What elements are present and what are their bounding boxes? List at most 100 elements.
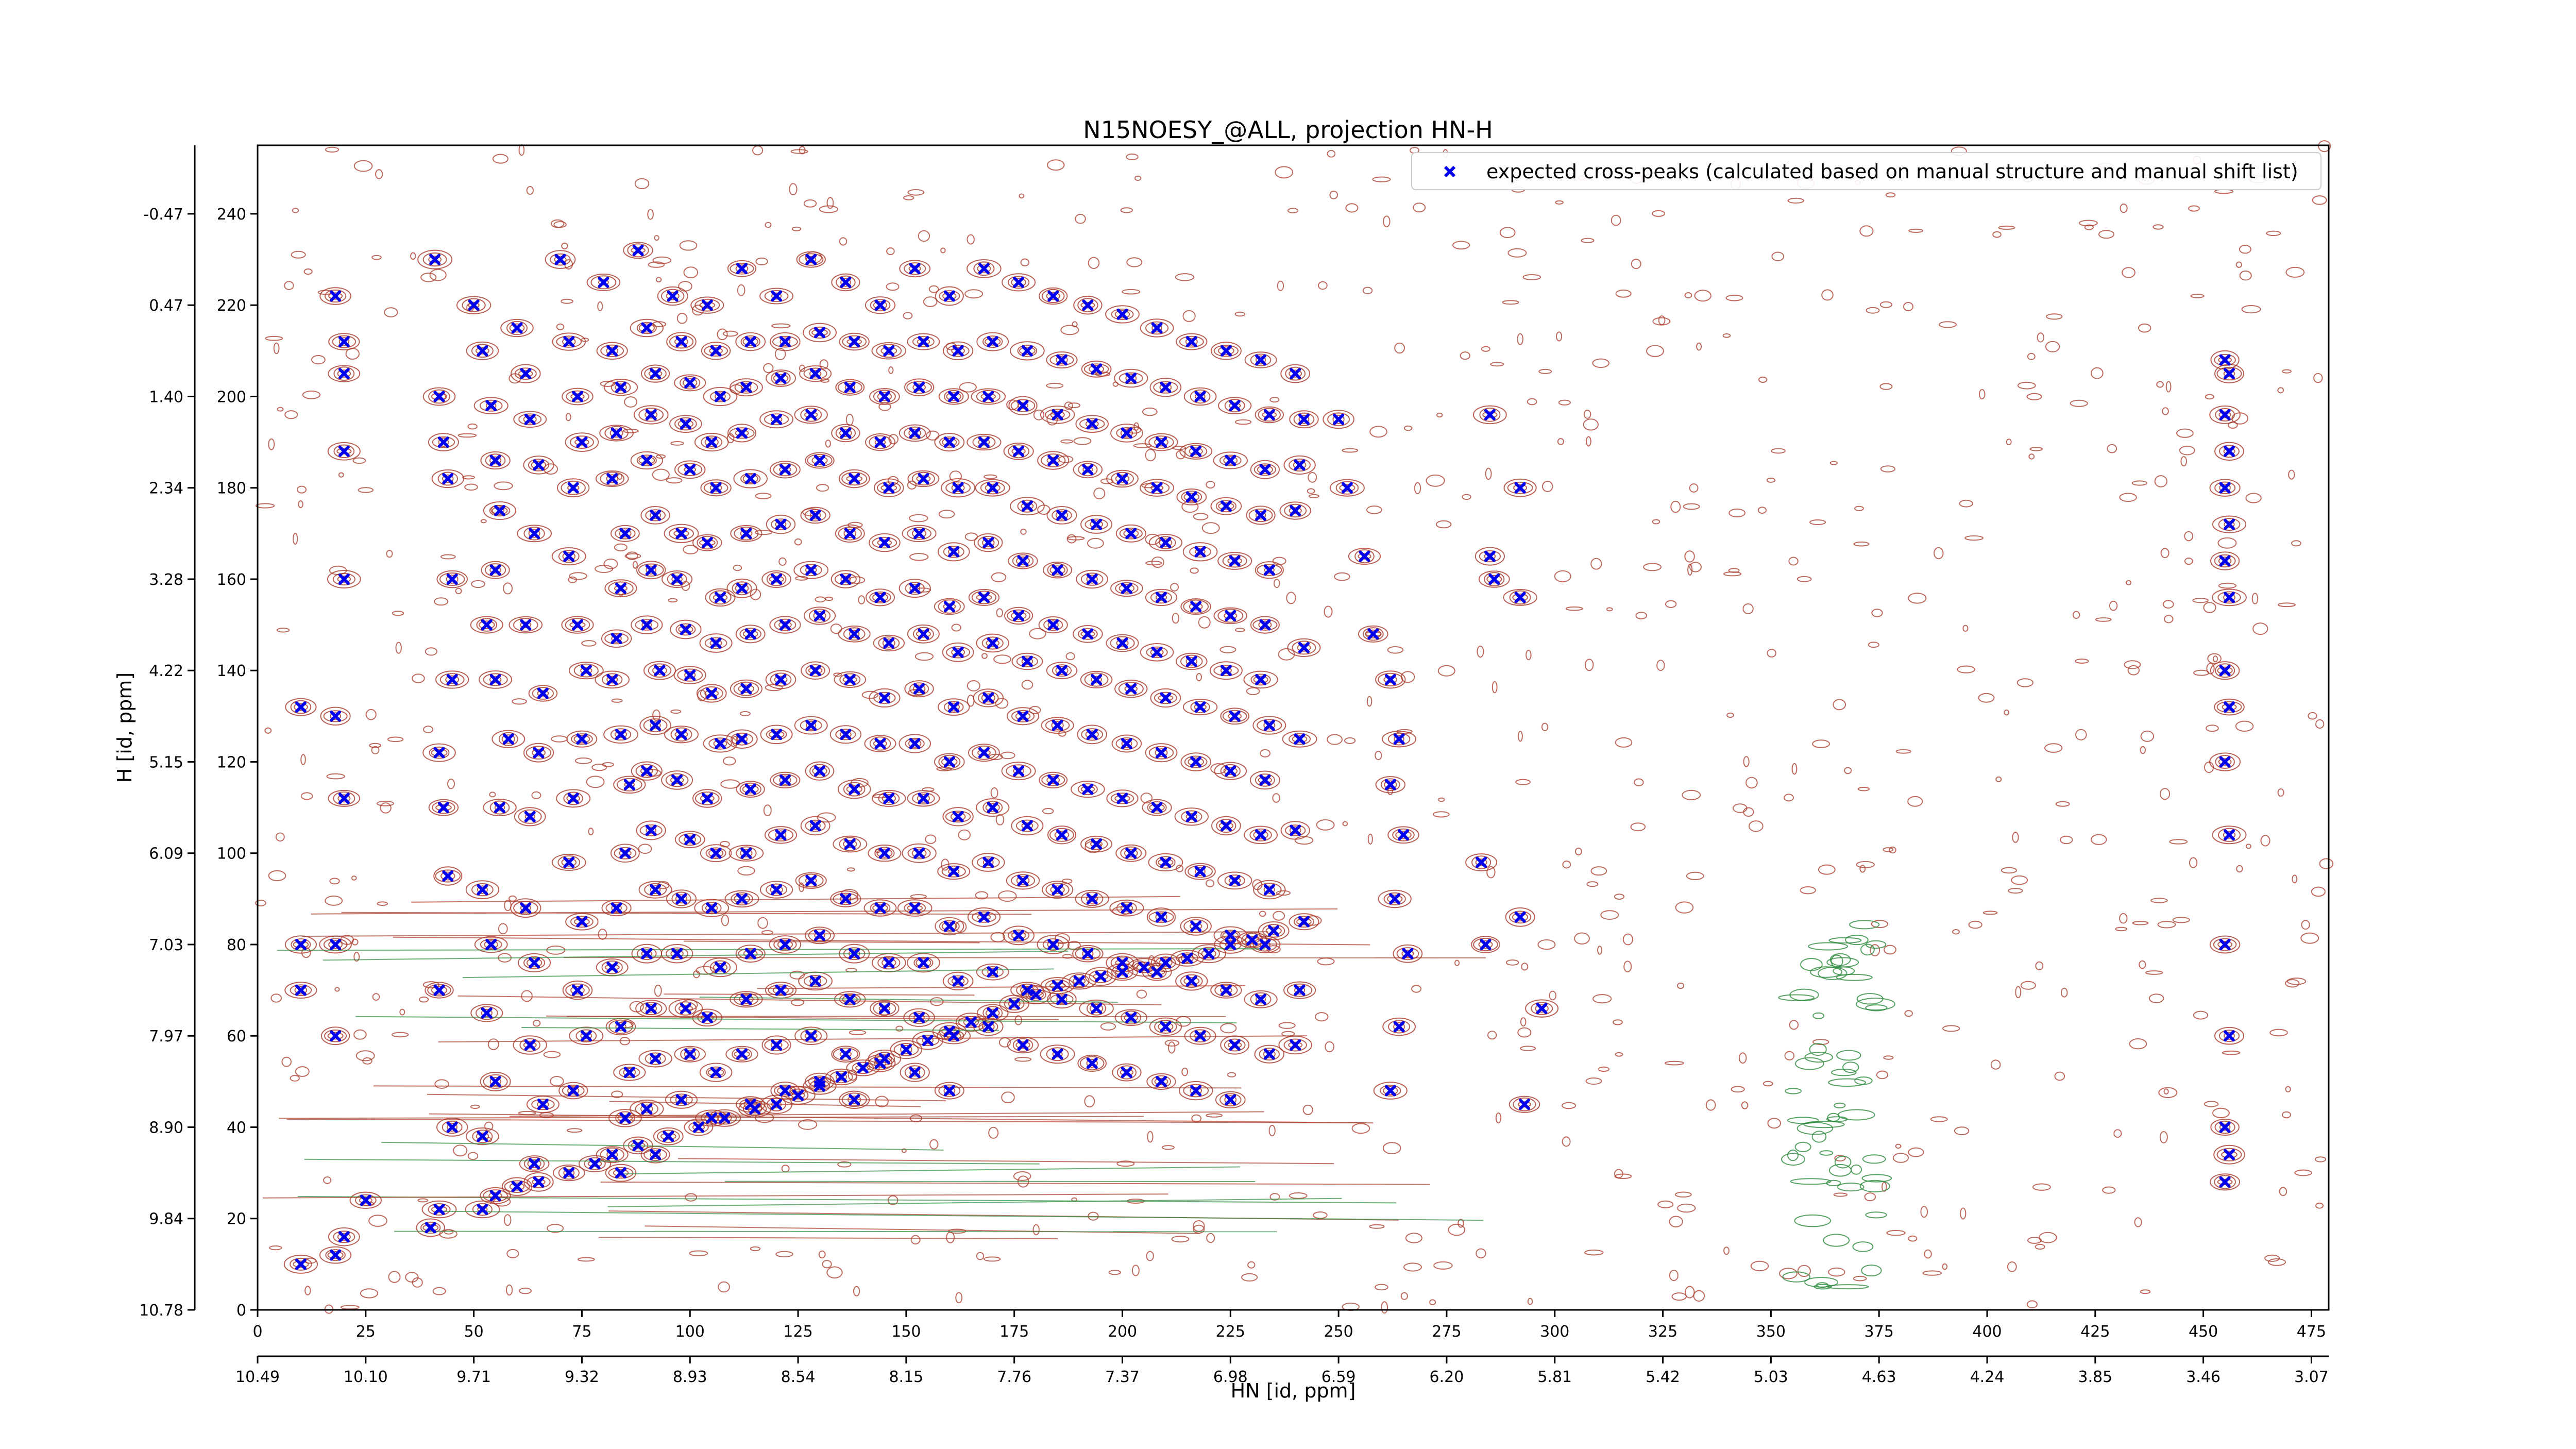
noise-contour: [1522, 274, 1541, 280]
cross-peak-marker: [481, 619, 493, 631]
peak-contour: [1286, 983, 1313, 997]
cross-peak-marker: [805, 874, 817, 886]
cross-peak-marker: [295, 701, 307, 713]
noise-contour: [652, 468, 670, 481]
negative-contour: [1865, 940, 1887, 949]
peak-contour: [518, 809, 542, 824]
peak-contour: [846, 785, 862, 793]
peak-contour: [1085, 730, 1099, 739]
noise-contour: [1452, 241, 1470, 250]
noise-contour: [1273, 911, 1285, 921]
peak-contour: [614, 847, 637, 860]
cross-peak-marker: [650, 1149, 662, 1160]
peak-contour: [479, 399, 503, 412]
noise-contour: [2218, 582, 2236, 589]
peak-contour: [1245, 936, 1260, 944]
peak-contour: [557, 478, 590, 498]
peak-contour: [684, 835, 697, 844]
peak-contour: [773, 463, 798, 477]
peak-contour: [1115, 524, 1146, 543]
noise-contour: [1277, 280, 1284, 291]
cross-peak-marker: [883, 957, 895, 969]
cross-peak-marker: [840, 573, 852, 585]
cross-peak-marker: [1225, 930, 1236, 941]
peak-contour: [1016, 876, 1030, 885]
noise-contour: [1046, 413, 1058, 426]
noise-contour: [2159, 788, 2171, 800]
noise-contour: [1908, 1147, 1924, 1157]
noise-contour: [325, 896, 343, 906]
peak-contour: [897, 899, 933, 917]
cross-peak-marker: [771, 413, 783, 425]
noise-contour: [1266, 945, 1281, 954]
noise-contour: [652, 709, 660, 721]
cross-peak-marker: [645, 1003, 657, 1015]
noise-contour: [2059, 835, 2073, 845]
noise-contour: [1029, 706, 1041, 714]
noise-contour: [654, 235, 659, 241]
peak-contour: [907, 847, 931, 860]
peak-contour: [518, 370, 533, 378]
noise-contour: [2206, 724, 2219, 732]
peak-contour: [1041, 453, 1066, 467]
peak-contour: [1147, 801, 1167, 814]
peak-contour: [734, 526, 759, 541]
cross-peak-marker: [1156, 747, 1167, 759]
peak-contour: [769, 935, 802, 954]
noise-contour: [351, 938, 359, 946]
peak-contour: [2214, 698, 2245, 716]
peak-contour: [670, 776, 684, 784]
peak-contour: [1082, 466, 1093, 473]
cross-peak-marker: [874, 902, 886, 914]
peak-contour: [1255, 561, 1284, 579]
peak-contour: [835, 729, 856, 740]
noise-contour: [1866, 307, 1880, 314]
cross-peak-marker: [715, 592, 726, 603]
cross-peak-marker: [874, 592, 886, 603]
noise-contour: [1342, 821, 1348, 827]
noise-contour: [1882, 1182, 1887, 1192]
cross-peak-marker: [1514, 592, 1526, 603]
noise-contour: [666, 477, 683, 484]
peak-contour: [1004, 997, 1025, 1010]
noise-contour: [2292, 874, 2298, 884]
noise-contour: [632, 561, 638, 569]
cross-peak-marker: [710, 345, 722, 357]
noise-contour: [2235, 261, 2242, 268]
cross-peak-marker: [2223, 1030, 2235, 1042]
noise-contour: [822, 1260, 832, 1269]
peak-contour: [611, 904, 622, 912]
noise-contour: [2045, 341, 2060, 352]
peak-contour: [726, 729, 758, 749]
noise-contour: [1206, 1233, 1215, 1243]
noise-contour: [925, 834, 937, 844]
peak-contour: [907, 470, 940, 487]
cross-peak-marker: [779, 938, 791, 950]
noise-contour: [1315, 1012, 1329, 1022]
peak-contour: [1298, 415, 1310, 424]
peak-contour: [1264, 566, 1275, 574]
peak-contour: [829, 725, 862, 744]
peak-contour: [354, 1194, 377, 1207]
peak-contour: [1394, 735, 1404, 743]
peak-contour: [1159, 538, 1173, 547]
noise-contour: [901, 1148, 907, 1153]
peak-contour: [671, 575, 683, 583]
peak-contour: [1365, 629, 1382, 638]
peak-contour: [1010, 497, 1045, 516]
x-index-tick-label: 75: [572, 1323, 591, 1341]
peak-contour: [2214, 1120, 2235, 1134]
noise-contour: [1367, 833, 1373, 845]
peak-contour: [804, 926, 835, 945]
peak-contour: [330, 712, 342, 720]
peak-contour: [1040, 406, 1075, 424]
peak-contour: [1388, 1020, 1411, 1034]
cross-peak-marker: [805, 254, 817, 265]
noise-contour: [1495, 1112, 1502, 1124]
noise-contour: [1686, 871, 1704, 881]
peak-contour: [699, 539, 716, 546]
peak-contour: [1289, 733, 1311, 745]
peak-contour: [725, 1046, 758, 1063]
peak-contour: [631, 247, 646, 254]
peak-contour: [1396, 947, 1419, 961]
